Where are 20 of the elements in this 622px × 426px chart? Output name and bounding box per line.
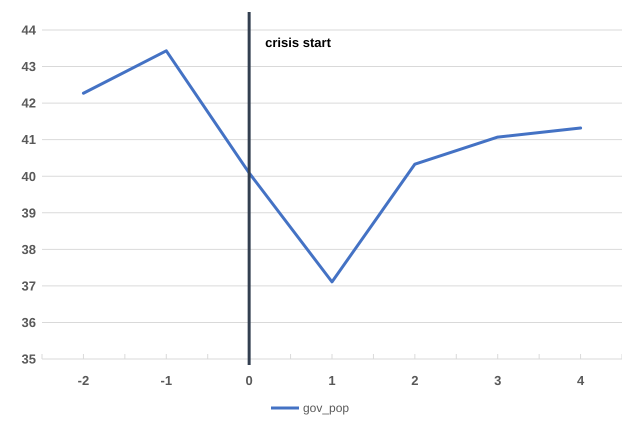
line-series (82, 49, 582, 284)
y-tick-label: 44 (22, 22, 37, 38)
x-tick-label: 0 (246, 373, 253, 388)
y-tick-label: 36 (22, 314, 36, 330)
y-tick-label: 35 (22, 352, 36, 367)
x-tick-label: -2 (78, 373, 90, 388)
ref-line-label: crisis start (265, 35, 332, 50)
x-tick-label: -1 (160, 373, 172, 388)
y-tick-label: 42 (22, 96, 36, 111)
y-tick-label: 40 (22, 168, 36, 184)
x-tick-label: 3 (494, 373, 502, 388)
y-tick-label: 43 (22, 59, 36, 74)
x-tick-label: 1 (328, 373, 336, 388)
y-tick-label: 37 (22, 278, 36, 294)
legend-label: gov_pop (303, 401, 350, 416)
y-tick-label: 41 (22, 132, 36, 148)
y-tick-label: 38 (22, 242, 36, 257)
x-tick-label: 4 (576, 373, 585, 388)
x-tick-label: 2 (411, 373, 418, 388)
y-tick-label: 39 (22, 205, 36, 220)
